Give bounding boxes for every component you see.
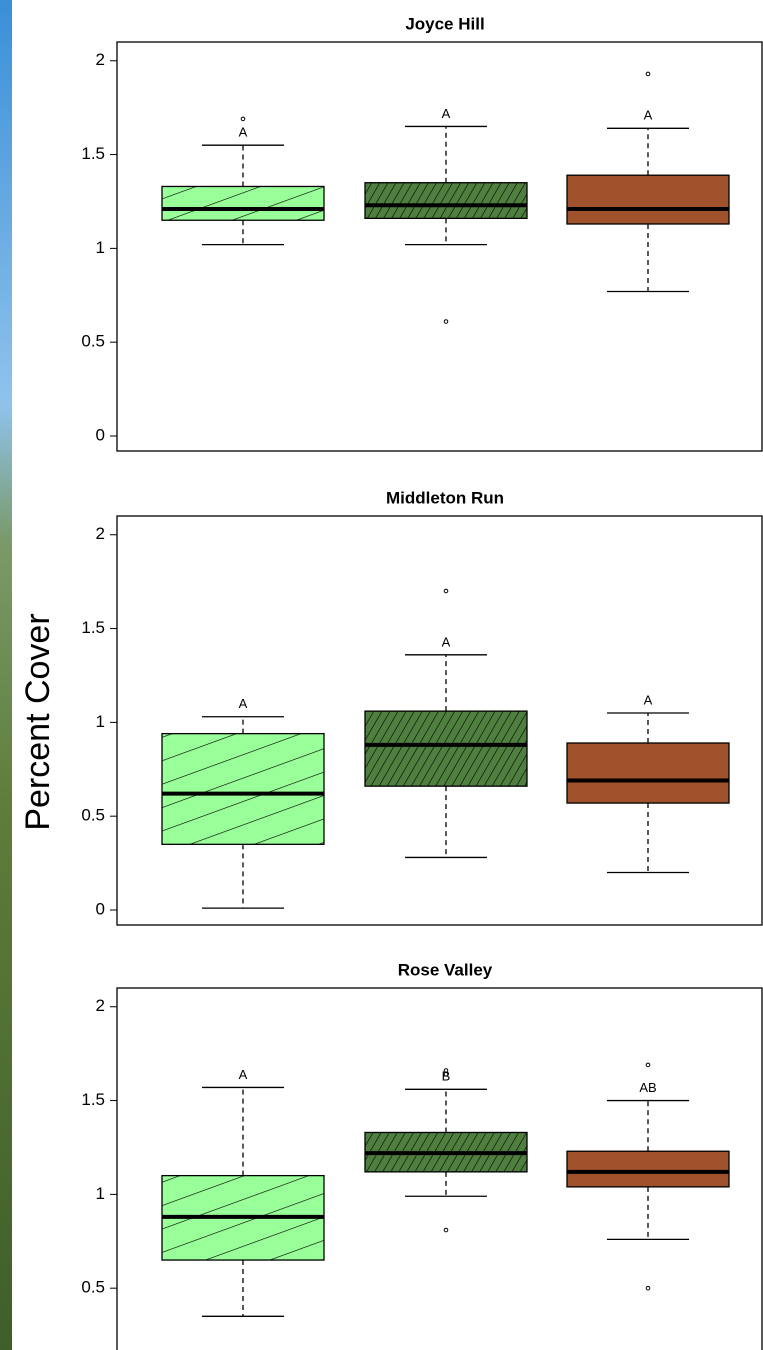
y-tick-label: 1.5	[81, 1090, 105, 1109]
group-letter: A	[644, 108, 653, 123]
group-letter: A	[644, 692, 653, 707]
group-letter: A	[239, 696, 248, 711]
box-hatch	[365, 183, 527, 219]
box	[567, 1151, 729, 1187]
y-tick-label: 1	[96, 238, 105, 257]
y-tick-label: 0	[96, 899, 105, 918]
chart: Percent Cover Joyce Hill 0 0.5 1 1.5 2 A A A Midd…	[0, 0, 763, 1350]
outlier	[646, 1063, 650, 1067]
background-photo	[0, 0, 12, 1350]
y-tick-label: 1	[96, 712, 105, 731]
group-letter: A	[442, 634, 451, 649]
outlier	[241, 117, 245, 121]
plot-frame	[117, 42, 762, 451]
box-hatch	[162, 186, 324, 220]
group-letter: B	[442, 1069, 451, 1084]
y-tick-label: 0	[96, 425, 105, 444]
y-tick-label: 2	[96, 50, 105, 69]
outlier	[444, 1228, 448, 1232]
group-letter: A	[239, 1067, 248, 1082]
outlier	[444, 589, 448, 593]
box	[567, 743, 729, 803]
y-tick-label: 0.5	[81, 806, 105, 825]
group-letter: A	[239, 125, 248, 140]
box-hatch	[162, 734, 324, 845]
y-tick-label: 1.5	[81, 144, 105, 163]
outlier	[646, 72, 650, 76]
y-tick-label: 2	[96, 996, 105, 1015]
y-tick-label: 0.5	[81, 1278, 105, 1297]
group-letter: AB	[639, 1080, 656, 1095]
box-hatch	[365, 711, 527, 786]
outlier	[646, 1286, 650, 1290]
y-tick-label: 1	[96, 1184, 105, 1203]
box	[567, 175, 729, 224]
y-axis-label: Percent Cover	[19, 613, 57, 830]
panel-title: Middleton Run	[386, 488, 504, 507]
outlier	[444, 320, 448, 324]
panel-title: Rose Valley	[398, 960, 493, 979]
y-tick-label: 2	[96, 524, 105, 543]
panel-title: Joyce Hill	[405, 14, 484, 33]
group-letter: A	[442, 106, 451, 121]
y-tick-label: 1.5	[81, 618, 105, 637]
y-tick-label: 0.5	[81, 332, 105, 351]
